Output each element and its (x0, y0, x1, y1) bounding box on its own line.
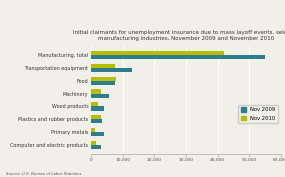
Bar (91, 68, 132, 72)
Bar (91, 81, 115, 85)
Bar (91, 141, 96, 145)
Legend: Nov 2009, Nov 2010: Nov 2009, Nov 2010 (238, 105, 278, 123)
Bar (91, 89, 101, 94)
Bar (91, 94, 109, 98)
Bar (91, 145, 101, 149)
Bar (91, 55, 265, 59)
Text: Source: U.S. Bureau of Labor Statistics: Source: U.S. Bureau of Labor Statistics (6, 172, 81, 176)
Bar (91, 132, 104, 136)
Title: Initial claimants for unemployment insurance due to mass layoff events, selected: Initial claimants for unemployment insur… (73, 30, 285, 41)
Bar (91, 51, 224, 55)
Bar (91, 115, 101, 119)
Bar (91, 77, 117, 81)
Bar (91, 106, 104, 111)
Bar (91, 64, 115, 68)
Bar (91, 119, 102, 123)
Bar (91, 102, 97, 106)
Bar (91, 128, 95, 132)
